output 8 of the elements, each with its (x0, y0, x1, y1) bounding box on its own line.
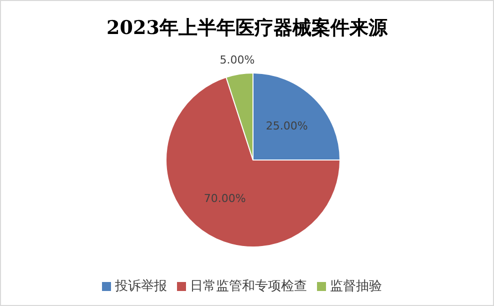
data-label: 70.00% (204, 192, 246, 206)
legend-label: 监督抽验 (330, 279, 382, 294)
data-label: 5.00% (220, 54, 255, 67)
data-label: 25.00% (266, 120, 308, 133)
legend-label: 投诉举报 (115, 279, 167, 294)
legend-label: 日常监管和专项检查 (190, 279, 307, 294)
chart-title: 2023年上半年医疗器械案件来源 (106, 16, 389, 41)
pie-slice (166, 76, 340, 248)
